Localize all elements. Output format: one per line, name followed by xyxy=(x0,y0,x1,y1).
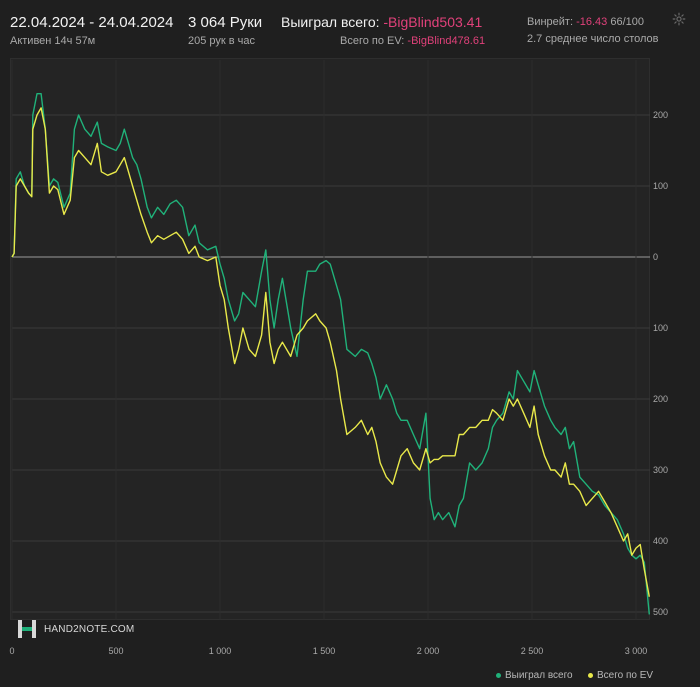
y-tick-label: 200 xyxy=(653,110,668,120)
date-range: 22.04.2024 - 24.04.2024 xyxy=(10,14,174,31)
x-tick-label: 0 xyxy=(9,646,14,656)
winrate-suffix: 66/100 xyxy=(610,16,645,28)
x-tick-label: 3 000 xyxy=(625,646,648,656)
ev-total: Всего по EV: -BigBlind478.61 xyxy=(340,35,485,47)
won-total: Выиграл всего: -BigBlind503.41 xyxy=(281,14,482,30)
y-tick-label: 300 xyxy=(653,465,668,475)
series-lines xyxy=(11,93,650,615)
won-total-label: Выиграл всего: xyxy=(281,14,380,30)
hands-count: 3 064 Руки xyxy=(188,14,263,31)
legend-dot-ev xyxy=(588,672,593,678)
legend-item-ev[interactable]: Всего по EV xyxy=(588,670,653,681)
y-tick-label: 200 xyxy=(653,394,668,404)
x-tick-label: 1 500 xyxy=(313,646,336,656)
active-time: Активен 14ч 57м xyxy=(10,35,96,47)
series-line-ev xyxy=(11,107,650,597)
winrate-label: Винрейт: xyxy=(527,16,574,28)
y-tick-label: 0 xyxy=(653,252,658,262)
y-tick-label: 100 xyxy=(653,323,668,333)
winrate-value: -16.43 xyxy=(576,16,608,28)
legend-label-won: Выиграл всего xyxy=(505,670,573,681)
hand2note-logo-icon xyxy=(18,620,36,638)
y-tick-label: 400 xyxy=(653,536,668,546)
x-tick-label: 500 xyxy=(108,646,123,656)
ev-total-value: -BigBlind478.61 xyxy=(407,35,486,47)
brand-text: HAND2NOTE.COM xyxy=(44,624,135,635)
x-tick-label: 2 000 xyxy=(417,646,440,656)
legend-item-won[interactable]: Выиграл всего xyxy=(496,670,573,681)
series-line-won xyxy=(11,93,650,615)
avg-tables: 2.7 среднее число столов xyxy=(527,33,659,45)
y-tick-label: 100 xyxy=(653,181,668,191)
won-total-value: -BigBlind503.41 xyxy=(383,14,483,30)
winrate: Винрейт: -16.43 66/100 xyxy=(527,16,644,28)
grid-lines xyxy=(11,60,650,620)
ev-total-label: Всего по EV: xyxy=(340,35,405,47)
gear-icon[interactable] xyxy=(672,12,686,26)
header: 22.04.2024 - 24.04.2024 Активен 14ч 57м … xyxy=(0,0,700,60)
y-axis-ticks: 200 100 0 100 200 300 400 500 xyxy=(653,110,668,617)
legend-label-ev: Всего по EV xyxy=(597,670,654,681)
hands-per-hour: 205 рук в час xyxy=(188,35,256,47)
x-tick-label: 2 500 xyxy=(521,646,544,656)
y-tick-label: 500 xyxy=(653,607,668,617)
x-tick-label: 1 000 xyxy=(209,646,232,656)
legend-dot-won xyxy=(496,672,501,678)
x-axis-ticks: 0 500 1 000 1 500 2 000 2 500 3 000 xyxy=(9,646,647,656)
